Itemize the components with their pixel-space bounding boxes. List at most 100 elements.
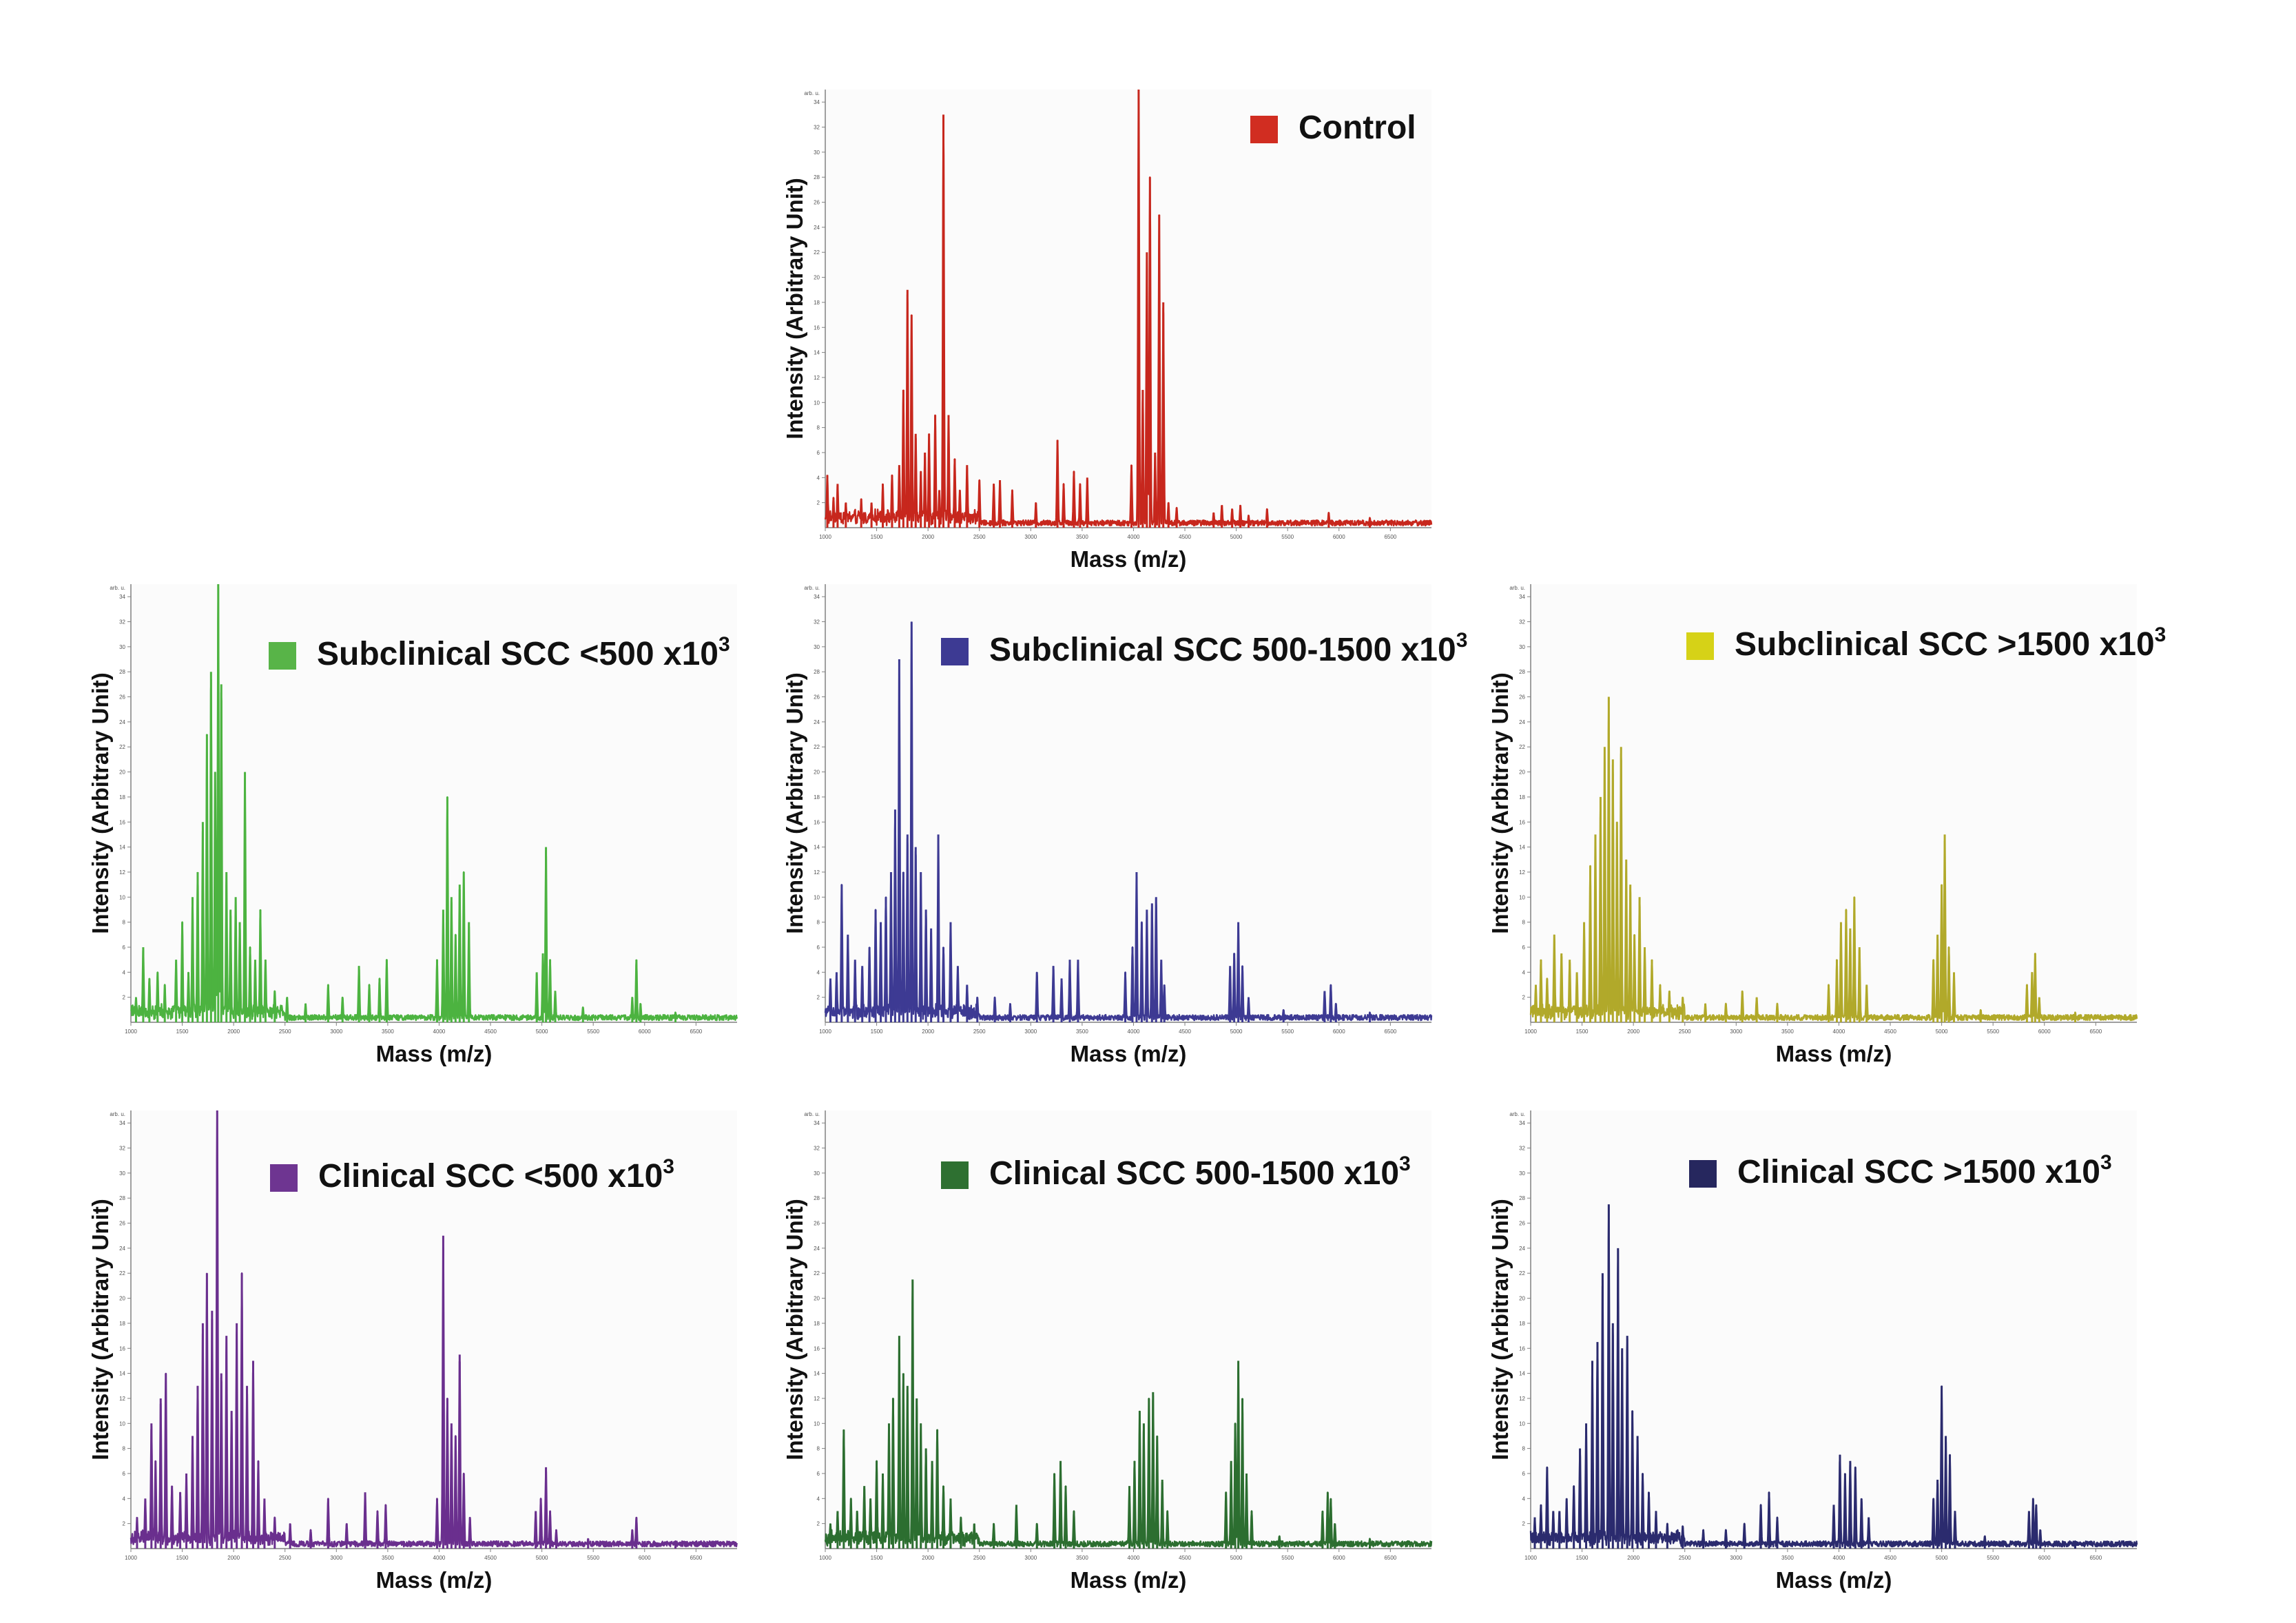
- y-tick-label: 10: [1519, 894, 1525, 900]
- legend-title-text: Subclinical SCC <500 x10: [317, 636, 718, 672]
- x-tick-label: 2000: [922, 1028, 934, 1035]
- y-tick-label: 12: [119, 1396, 125, 1402]
- legend-title-text: Clinical SCC <500 x10: [318, 1158, 663, 1195]
- y-tick-label: 18: [814, 1321, 820, 1327]
- y-tick-label: 20: [119, 769, 125, 776]
- y-tick-label: 32: [1519, 619, 1525, 626]
- y-unit-label: arb. u.: [110, 585, 125, 591]
- y-tick-label: 12: [119, 869, 125, 876]
- y-unit-label: arb. u.: [804, 585, 820, 591]
- y-tick-label: 10: [119, 1420, 125, 1427]
- y-axis-title: Intensity (Arbitrary Unit): [1487, 1199, 1513, 1460]
- x-tick-label: 4500: [1179, 534, 1191, 540]
- y-tick-label: 12: [1519, 869, 1525, 876]
- y-axis-title: Intensity (Arbitrary Unit): [1487, 672, 1513, 934]
- y-tick-label: 10: [814, 1420, 820, 1427]
- x-tick-label: 1000: [819, 1028, 831, 1035]
- y-tick-label: 8: [817, 1446, 820, 1452]
- x-tick-label: 6500: [2089, 1028, 2102, 1035]
- y-tick-label: 10: [1519, 1420, 1525, 1427]
- y-tick-label: 30: [814, 1170, 820, 1177]
- x-tick-label: 4500: [484, 1028, 497, 1035]
- x-tick-label: 2500: [279, 1555, 291, 1561]
- legend-superscript: 3: [663, 1155, 674, 1178]
- x-tick-label: 2500: [1679, 1028, 1691, 1035]
- y-tick-label: 4: [817, 1496, 820, 1502]
- legend-label: Clinical SCC 500-1500 x103: [989, 1152, 1411, 1192]
- x-tick-label: 6500: [690, 1555, 702, 1561]
- y-unit-label: arb. u.: [1509, 585, 1525, 591]
- x-tick-label: 4000: [1128, 1028, 1140, 1035]
- x-tick-label: 1500: [1576, 1028, 1589, 1035]
- x-tick-label: 6000: [2038, 1555, 2051, 1561]
- x-tick-label: 2500: [279, 1028, 291, 1035]
- y-tick-label: 6: [123, 1471, 126, 1477]
- legend-title-text: Control: [1299, 110, 1416, 146]
- x-tick-label: 3500: [1076, 1555, 1088, 1561]
- x-tick-label: 2000: [227, 1555, 240, 1561]
- legend-title-text: Subclinical SCC >1500 x10: [1735, 626, 2155, 663]
- x-tick-label: 4500: [1179, 1028, 1191, 1035]
- x-tick-label: 5500: [1281, 1555, 1294, 1561]
- y-tick-label: 6: [817, 450, 820, 456]
- legend-label: Clinical SCC >1500 x103: [1737, 1151, 2112, 1190]
- x-tick-label: 3000: [1024, 534, 1037, 540]
- y-tick-label: 26: [814, 694, 820, 701]
- y-tick-label: 14: [1519, 845, 1525, 851]
- y-tick-label: 12: [814, 1396, 820, 1402]
- x-tick-label: 3500: [382, 1555, 394, 1561]
- x-tick-label: 6500: [2089, 1555, 2102, 1561]
- x-tick-label: 4500: [484, 1555, 497, 1561]
- x-tick-label: 3000: [1024, 1028, 1037, 1035]
- y-tick-label: 14: [119, 845, 125, 851]
- y-axis-title: Intensity (Arbitrary Unit): [782, 1199, 807, 1460]
- x-axis-title: Mass (m/z): [376, 1041, 493, 1066]
- y-tick-label: 8: [123, 1446, 126, 1452]
- y-tick-label: 32: [814, 1146, 820, 1152]
- legend-swatch: [1686, 632, 1714, 660]
- x-tick-label: 1000: [1524, 1028, 1537, 1035]
- y-tick-label: 16: [1519, 819, 1525, 825]
- y-tick-label: 24: [119, 1245, 125, 1252]
- x-tick-label: 2000: [1627, 1028, 1640, 1035]
- x-tick-label: 3000: [330, 1028, 342, 1035]
- x-tick-label: 5500: [587, 1555, 599, 1561]
- x-tick-label: 2000: [922, 1555, 934, 1561]
- x-tick-label: 5500: [587, 1028, 599, 1035]
- y-tick-label: 28: [1519, 1195, 1525, 1201]
- x-tick-label: 2500: [973, 534, 986, 540]
- spectrum-panel-7: arb. u.246810121416182022242628303234100…: [1487, 1110, 2138, 1593]
- y-axis-title: Intensity (Arbitrary Unit): [87, 672, 113, 934]
- x-tick-label: 4500: [1179, 1555, 1191, 1561]
- x-tick-label: 6000: [1333, 1028, 1345, 1035]
- y-tick-label: 34: [1519, 1120, 1525, 1126]
- y-tick-label: 10: [814, 894, 820, 900]
- y-tick-label: 2: [123, 1521, 126, 1527]
- x-tick-label: 1000: [1524, 1555, 1537, 1561]
- y-tick-label: 34: [814, 594, 820, 600]
- x-axis-title: Mass (m/z): [1071, 1567, 1187, 1593]
- x-tick-label: 6000: [1333, 534, 1345, 540]
- x-tick-label: 1500: [871, 534, 883, 540]
- x-tick-label: 2000: [1627, 1555, 1640, 1561]
- x-tick-label: 2500: [973, 1028, 986, 1035]
- legend-superscript: 3: [2155, 623, 2166, 646]
- y-tick-label: 24: [1519, 719, 1525, 725]
- y-tick-label: 4: [817, 475, 820, 481]
- y-tick-label: 6: [1522, 1471, 1526, 1477]
- x-tick-label: 6000: [639, 1028, 651, 1035]
- x-tick-label: 5000: [1230, 1555, 1243, 1561]
- y-tick-label: 8: [123, 920, 126, 926]
- y-tick-label: 2: [817, 995, 820, 1001]
- y-tick-label: 4: [123, 1496, 126, 1502]
- y-tick-label: 16: [814, 324, 820, 331]
- y-axis-title: Intensity (Arbitrary Unit): [782, 672, 807, 934]
- y-tick-label: 24: [814, 719, 820, 725]
- y-tick-label: 2: [1522, 1521, 1526, 1527]
- y-tick-label: 18: [1519, 1321, 1525, 1327]
- x-tick-label: 4500: [1884, 1555, 1896, 1561]
- x-tick-label: 3500: [1781, 1555, 1794, 1561]
- y-tick-label: 10: [119, 894, 125, 900]
- y-tick-label: 22: [119, 1270, 125, 1276]
- y-tick-label: 28: [814, 669, 820, 675]
